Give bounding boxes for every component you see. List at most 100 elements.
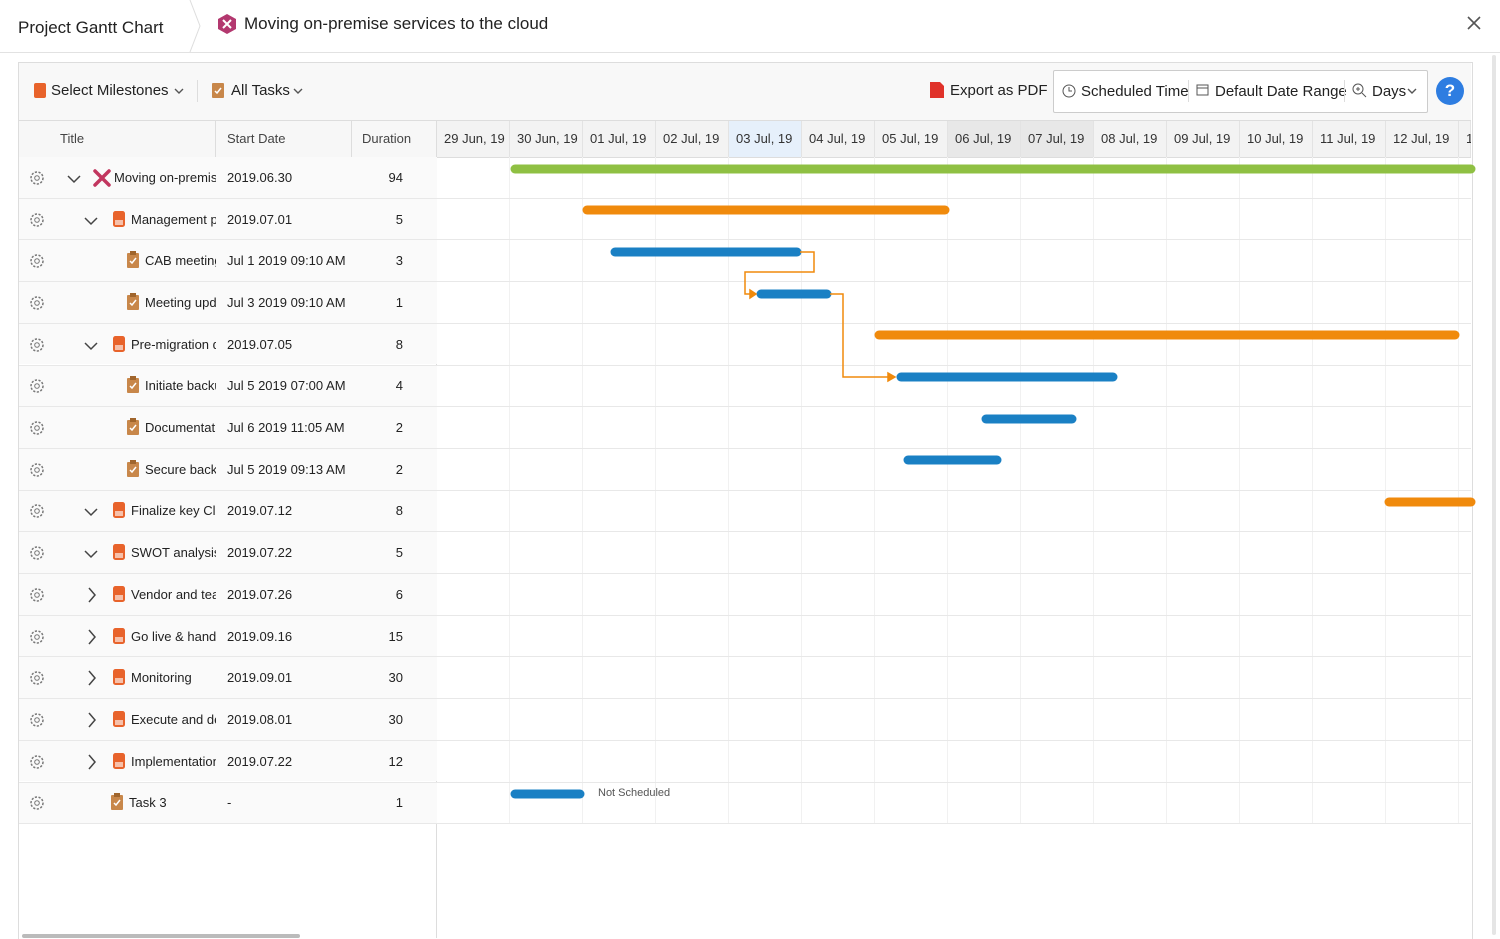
duration: 94: [388, 169, 403, 185]
tab-divider: [189, 0, 201, 52]
chevron: [174, 88, 184, 94]
duration: 1: [395, 294, 403, 310]
pdf-icon: [930, 82, 944, 98]
collapse-icon[interactable]: [84, 505, 98, 523]
settings-icon[interactable]: [29, 795, 45, 816]
task-icon: [126, 376, 140, 399]
settings-icon[interactable]: [29, 378, 45, 399]
date-label: 01 Jul, 19: [590, 131, 647, 146]
settings-icon[interactable]: [29, 545, 45, 566]
settings-icon[interactable]: [29, 295, 45, 316]
tasks-dropdown[interactable]: All Tasks: [231, 82, 290, 99]
duration: 8: [395, 336, 403, 352]
row-line: [19, 740, 437, 782]
milestones-dropdown[interactable]: Select Milestones: [51, 82, 169, 99]
date-cell: [1459, 121, 1471, 157]
settings-icon[interactable]: [29, 712, 45, 733]
start-date: 2019.07.01: [227, 211, 293, 227]
chevron: [1407, 88, 1417, 94]
row-line: [19, 782, 437, 824]
date-cell: [656, 121, 729, 157]
date-range[interactable]: Default Date Range: [1215, 83, 1347, 100]
row-line: [19, 489, 1471, 491]
task-title: Secure backu: [145, 461, 216, 477]
settings-icon[interactable]: [29, 337, 45, 358]
row-line: [19, 240, 437, 282]
collapse-icon[interactable]: [84, 214, 98, 232]
expand-icon[interactable]: [86, 587, 98, 608]
task-title: CAB meeting: [145, 253, 216, 269]
task-title: Pre-migration de: [131, 336, 216, 352]
start-date: 2019.09.16: [227, 628, 293, 644]
row-line: [19, 365, 437, 407]
start-date: Jul 5 2019 07:00 AM: [227, 378, 346, 394]
date-label: 29 Jun, 19: [444, 131, 505, 146]
duration: 30: [388, 711, 403, 727]
expand-icon[interactable]: [86, 754, 98, 775]
settings-icon[interactable]: [29, 420, 45, 441]
milestone-icon: [112, 668, 126, 691]
milestone-icon: [112, 501, 126, 524]
milestone-icon: [112, 752, 126, 775]
date-label: 11 Jul, 19: [1320, 131, 1376, 146]
expand-icon[interactable]: [86, 712, 98, 733]
close-button[interactable]: [1466, 15, 1482, 31]
project-icon: [93, 169, 111, 192]
row-line: [19, 322, 1471, 324]
column-title: Title: [60, 131, 85, 146]
collapse-icon[interactable]: [84, 339, 98, 357]
row-line: [19, 447, 1471, 449]
settings-icon[interactable]: [29, 503, 45, 524]
zoom-dropdown[interactable]: Days: [1372, 83, 1407, 100]
task-icon: [126, 459, 140, 483]
milestone-icon: [34, 83, 46, 98]
collapse-icon[interactable]: [84, 547, 98, 565]
time-mode[interactable]: Scheduled Time: [1081, 83, 1189, 100]
duration: 30: [388, 670, 403, 686]
expand-icon[interactable]: [86, 629, 98, 650]
settings-icon[interactable]: [29, 170, 45, 191]
settings-icon[interactable]: [29, 670, 45, 691]
row-line: [19, 406, 1471, 408]
start-date: 2019.07.05: [227, 336, 293, 352]
date-cell: [875, 121, 948, 157]
date-cell: [583, 121, 656, 157]
date-label: 06 Jul, 19: [955, 131, 1012, 146]
settings-icon[interactable]: [29, 629, 45, 650]
task-title: Implementation I: [131, 753, 216, 769]
task-title: Finalize key Clo: [131, 503, 216, 519]
row-line: [19, 282, 437, 323]
settings-icon[interactable]: [29, 462, 45, 483]
task-title: Documentatic: [145, 420, 216, 436]
export-button[interactable]: Export as PDF: [950, 82, 1048, 99]
settings-icon[interactable]: [29, 253, 45, 274]
date-label: 05 Jul, 19: [882, 131, 939, 146]
row-line: [19, 198, 437, 240]
date-label: 04 Jul, 19: [809, 131, 866, 146]
date-label: 02 Jul, 19: [663, 131, 720, 146]
duration: 8: [395, 503, 403, 519]
task-title: Monitoring: [131, 670, 192, 686]
row-line: [19, 197, 1471, 199]
page-title: Project Gantt Chart: [18, 18, 164, 37]
row-line: [19, 656, 1471, 658]
duration: 3: [395, 253, 403, 269]
milestone-icon: [112, 335, 126, 358]
not-scheduled-label: Not Scheduled: [598, 787, 671, 799]
settings-icon[interactable]: [29, 587, 45, 608]
settings-icon[interactable]: [29, 754, 45, 775]
date-label: 10 Jul, 19: [1247, 131, 1304, 146]
scrollbar[interactable]: [22, 934, 300, 938]
scrollbar[interactable]: [1492, 55, 1496, 935]
task-title: Moving on-premise: [114, 169, 216, 185]
expand-icon[interactable]: [86, 670, 98, 691]
help-button[interactable]: ?: [1436, 77, 1464, 105]
date-cell: [1240, 121, 1313, 157]
duration: 5: [395, 545, 403, 561]
chevron: [293, 88, 303, 94]
date-cell: [729, 121, 802, 157]
collapse-icon[interactable]: [67, 172, 81, 190]
settings-icon[interactable]: [29, 212, 45, 233]
